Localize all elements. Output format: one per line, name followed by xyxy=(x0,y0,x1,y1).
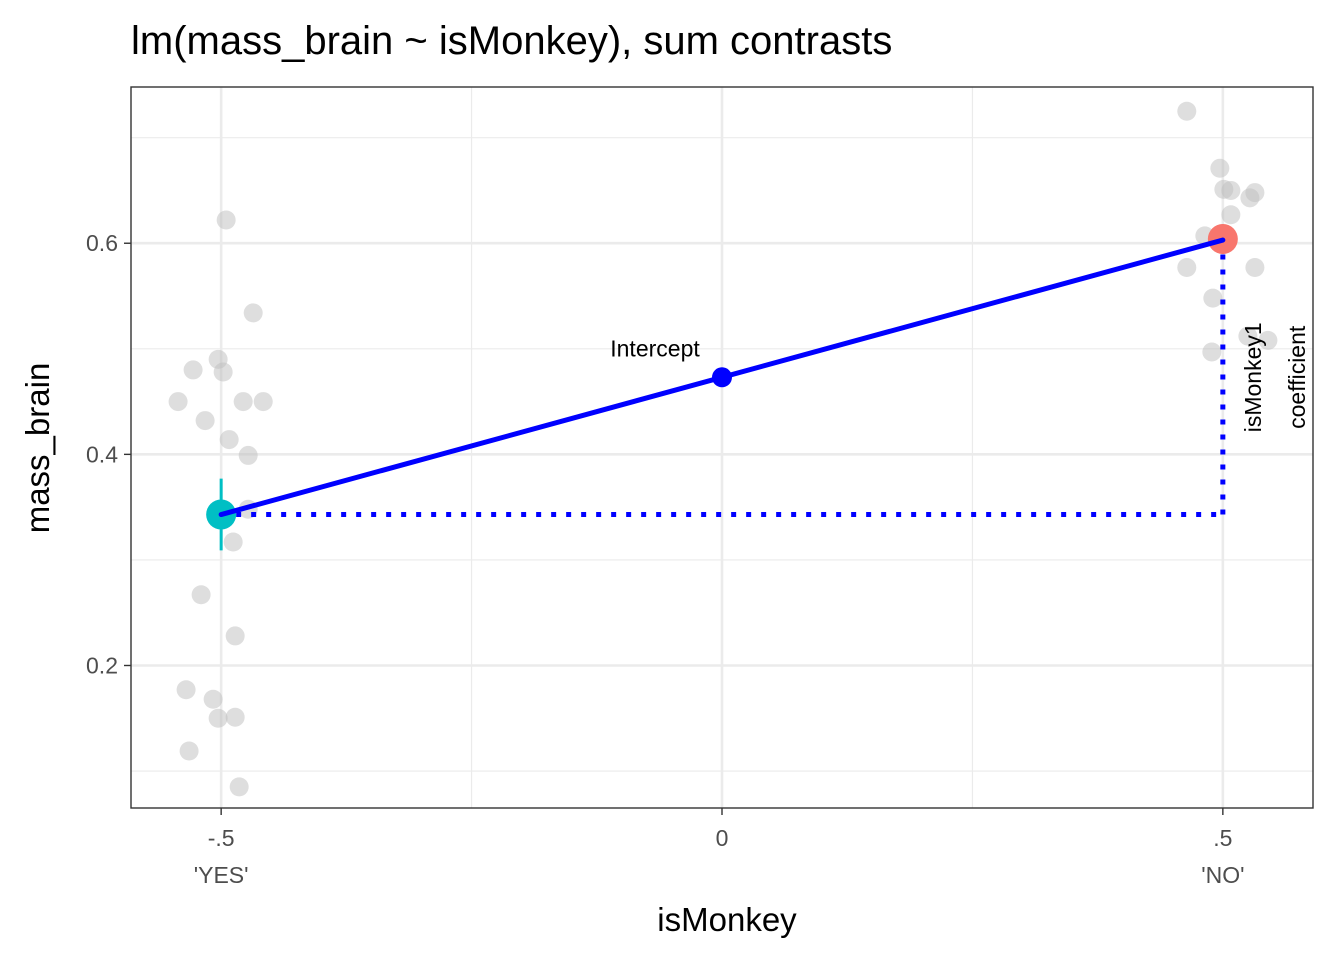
data-point xyxy=(1221,180,1241,200)
model-layer xyxy=(206,224,1238,551)
y-tick-label: 0.6 xyxy=(86,230,118,256)
data-point xyxy=(1258,330,1278,350)
data-point xyxy=(179,741,199,761)
x-tick-label: -.5 xyxy=(208,825,235,851)
data-point xyxy=(1240,188,1260,208)
data-point xyxy=(1177,101,1197,121)
data-point xyxy=(183,360,203,380)
x-tick-sublabel: 'NO' xyxy=(1201,862,1244,888)
x-tick-label: 0 xyxy=(716,825,729,851)
intercept-point xyxy=(712,367,732,388)
data-point xyxy=(253,392,273,412)
data-point xyxy=(225,707,245,727)
data-point xyxy=(208,708,228,728)
data-point xyxy=(1238,326,1258,346)
x-axis-title: isMonkey xyxy=(657,901,797,938)
data-point xyxy=(203,689,223,709)
data-point xyxy=(229,777,249,797)
data-point xyxy=(1221,205,1241,225)
data-point xyxy=(1203,288,1223,308)
data-point xyxy=(1245,258,1265,278)
coefficient-label-line1: isMonkey1 xyxy=(1240,322,1266,432)
data-point xyxy=(191,585,211,605)
plot-panel xyxy=(130,86,1314,809)
y-tick-label: 0.2 xyxy=(86,652,118,678)
x-axis: -.5 'YES' 0 .5 'NO' xyxy=(194,808,1244,888)
y-axis: 0.2 0.4 0.6 xyxy=(86,230,131,678)
x-tick-label: .5 xyxy=(1213,825,1232,851)
data-point xyxy=(195,411,215,431)
coefficient-label-line2: coefficient xyxy=(1284,325,1310,429)
data-point xyxy=(1202,342,1222,362)
chart-title: lm(mass_brain ~ isMonkey), sum contrasts xyxy=(131,19,892,63)
data-point xyxy=(216,210,236,230)
data-point xyxy=(243,303,263,323)
y-axis-title: mass_brain xyxy=(19,363,56,534)
data-point xyxy=(225,626,245,646)
data-point xyxy=(233,392,253,412)
data-point xyxy=(219,430,239,450)
data-point xyxy=(223,532,243,552)
data-point xyxy=(168,392,188,412)
data-point xyxy=(176,680,196,700)
grid xyxy=(131,87,1313,808)
data-point xyxy=(1177,258,1197,278)
data-point xyxy=(1210,158,1230,178)
x-tick-sublabel: 'YES' xyxy=(194,862,249,888)
data-point xyxy=(213,362,233,382)
y-tick-label: 0.4 xyxy=(86,441,118,467)
data-point xyxy=(238,445,258,465)
intercept-label: Intercept xyxy=(610,335,700,361)
